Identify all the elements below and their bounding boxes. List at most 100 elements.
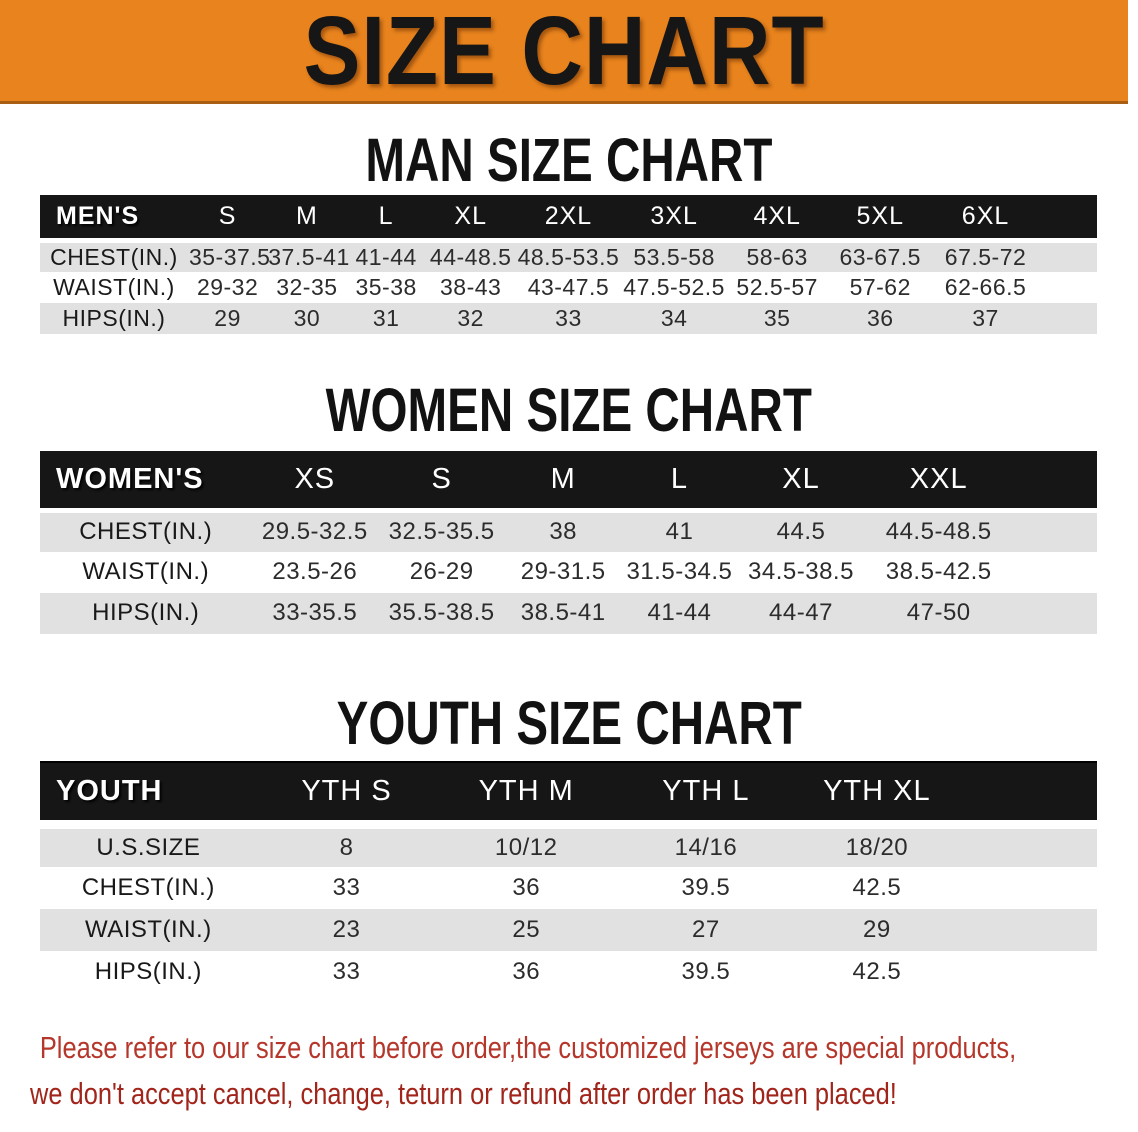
cell: 44-48.5 [425,240,516,272]
cell: 33 [332,873,361,901]
men-col-header: 2XL [515,195,622,243]
row-label: HIPS(IN.) [40,592,252,634]
cell: 25 [436,908,617,951]
cell: 41 [621,510,738,552]
cell: 42.5 [852,873,902,901]
youth-size-table: YOUTH YTH S YTH M YTH L YTH XL U.S.SIZE … [40,760,1097,993]
table-row: WAIST(IN.) 23 25 27 29 [40,908,1097,951]
cell: 57-62 [849,273,911,300]
cell: 41-44 [621,592,738,634]
cell: 29 [795,908,1097,951]
cell: 44.5-48.5 [864,510,1097,552]
cell: 35-38 [355,273,417,300]
cell: 36 [512,957,541,985]
men-col-header: S [187,195,268,243]
women-col-header: S [378,450,506,513]
women-col-header: L [621,450,738,513]
table-row: HIPS(IN.) 29 30 31 32 33 34 35 36 37 [40,302,1097,334]
cell: 38.5-42.5 [885,558,992,585]
cell: 35-37.5 [187,240,270,272]
men-col-header: L [346,195,426,243]
table-row: WAIST(IN.) 23.5-26 26-29 29-31.5 31.5-34… [40,552,1097,593]
men-section-heading: MAN SIZE CHART [365,126,773,194]
women-section-heading: WOMEN SIZE CHART [325,375,813,444]
cell: 38.5-41 [505,592,622,634]
page-title: SIZE CHART [303,0,825,105]
men-col-header: XL [425,195,516,243]
women-col-header: XL [737,450,865,513]
size-chart-banner: SIZE CHART [0,0,1128,104]
cell: 38 [505,510,622,552]
cell: 29-32 [196,273,259,300]
cell: 44-47 [737,592,865,634]
men-col-header: 4XL [726,195,828,243]
table-row: HIPS(IN.) 33 36 39.5 42.5 [40,951,1097,993]
table-row: HIPS(IN.) 33-35.5 35.5-38.5 38.5-41 41-4… [40,592,1097,634]
row-label: WAIST(IN.) [82,558,210,585]
row-label: HIPS(IN.) [94,957,202,985]
men-col-header: M [267,195,347,243]
youth-section-heading: YOUTH SIZE CHART [336,688,802,757]
row-label: HIPS(IN.) [40,302,188,334]
cell: 47-50 [864,592,1097,634]
youth-col-header: YTH M [436,760,617,829]
cell: 27 [616,908,796,951]
table-row: CHEST(IN.) 33 36 39.5 42.5 [40,867,1097,909]
women-header-row: WOMEN'S XS S M L XL XXL [40,450,1097,513]
cell: 29.5-32.5 [251,510,379,552]
cell: 35 [726,302,828,334]
table-row: U.S.SIZE 8 10/12 14/16 18/20 [40,824,1097,867]
cell: 67.5-72 [933,240,1097,272]
cell: 18/20 [795,824,1097,867]
cell: 34.5-38.5 [748,558,854,585]
youth-col-header: YTH S [256,760,437,829]
cell: 32.5-35.5 [378,510,506,552]
men-col-header: 6XL [933,195,1097,243]
row-label: U.S.SIZE [40,824,257,867]
cell: 47.5-52.5 [623,273,725,300]
cell: 44.5 [737,510,865,552]
men-size-table: MEN'S S M L XL 2XL 3XL 4XL 5XL 6XL CHEST… [40,195,1097,334]
cell: 32-35 [276,273,338,300]
cell: 26-29 [409,558,474,585]
cell: 14/16 [616,824,796,867]
cell: 41-44 [346,240,426,272]
order-notice: Please refer to our size chart before or… [30,1025,1138,1117]
cell: 37 [933,302,1097,334]
cell: 39.5 [681,873,731,901]
men-header-label: MEN'S [40,195,188,243]
cell: 58-63 [726,240,828,272]
youth-header-row: YOUTH YTH S YTH M YTH L YTH XL [40,760,1097,829]
cell: 23 [256,908,437,951]
men-header-row: MEN'S S M L XL 2XL 3XL 4XL 5XL 6XL [40,195,1097,243]
women-col-header: M [505,450,622,513]
cell: 29-31.5 [520,558,606,585]
cell: 8 [256,824,437,867]
cell: 36 [512,873,541,901]
row-label: CHEST(IN.) [40,510,252,552]
men-col-header: 3XL [621,195,727,243]
cell: 34 [621,302,727,334]
cell: 29 [187,302,268,334]
cell: 63-67.5 [827,240,934,272]
women-col-header: XXL [864,450,1097,513]
order-notice-line-1: Please refer to our size chart before or… [39,1029,1017,1065]
cell: 62-66.5 [944,273,1027,300]
cell: 36 [827,302,934,334]
table-row: CHEST(IN.) 29.5-32.5 32.5-35.5 38 41 44.… [40,510,1097,552]
women-header-label: WOMEN'S [40,450,252,513]
youth-col-header: YTH XL [795,760,1097,829]
table-row: WAIST(IN.) 29-32 32-35 35-38 38-43 43-47… [40,272,1097,303]
women-col-header: XS [251,450,379,513]
order-notice-line-2: we don't accept cancel, change, teturn o… [30,1075,897,1111]
cell: 33 [332,957,361,985]
row-label: WAIST(IN.) [53,273,175,300]
cell: 38-43 [440,273,502,300]
table-row: CHEST(IN.) 35-37.5 37.5-41 41-44 44-48.5… [40,240,1097,272]
cell: 39.5 [681,957,731,985]
youth-col-header: YTH L [616,760,796,829]
cell: 35.5-38.5 [378,592,506,634]
cell: 31.5-34.5 [626,558,733,585]
women-size-table: WOMEN'S XS S M L XL XXL CHEST(IN.) 29.5-… [40,450,1097,634]
cell: 33-35.5 [251,592,379,634]
